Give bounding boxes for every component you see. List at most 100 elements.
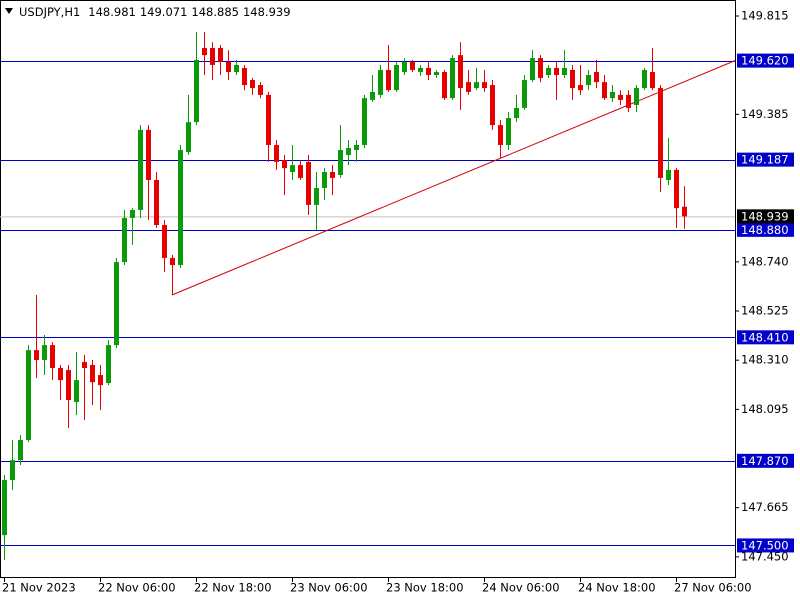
candle-body — [154, 179, 159, 226]
candle-body — [58, 367, 63, 381]
candle-body — [538, 58, 543, 78]
header-close: 148.939 — [243, 5, 291, 19]
candle-body — [178, 150, 183, 266]
candle-body — [210, 48, 215, 65]
header-low: 148.885 — [191, 5, 239, 19]
candle-body — [498, 125, 503, 145]
candle-body — [562, 67, 567, 76]
x-tick-label: 27 Nov 06:00 — [674, 581, 752, 595]
candle-body — [34, 350, 39, 360]
x-tick-label: 24 Nov 06:00 — [482, 581, 560, 595]
candle-body — [202, 48, 207, 56]
header-high: 149.071 — [140, 5, 188, 19]
candle-body — [586, 75, 591, 86]
candle-body — [314, 187, 319, 205]
candle-body — [514, 107, 519, 119]
candle-body — [426, 67, 431, 76]
x-tick-label: 22 Nov 06:00 — [98, 581, 176, 595]
header-open: 148.981 — [88, 5, 136, 19]
candle-body — [546, 67, 551, 76]
candle-body — [418, 67, 423, 73]
candle-body — [250, 80, 255, 89]
candle-body — [266, 94, 271, 145]
level-label: 147.500 — [741, 538, 789, 552]
level-label-box — [737, 53, 794, 68]
candle-body — [506, 118, 511, 145]
candle-body — [450, 58, 455, 99]
y-tick-label: 148.310 — [741, 353, 789, 367]
candle-body — [666, 169, 671, 180]
candle-body — [658, 88, 663, 178]
level-label: 149.187 — [741, 153, 789, 167]
candle-body — [138, 129, 143, 210]
level-label-box — [737, 222, 794, 237]
candle-body — [346, 147, 351, 156]
level-label: 147.870 — [741, 454, 789, 468]
candle-body — [66, 370, 71, 400]
x-tick-label: 21 Nov 2023 — [2, 581, 76, 595]
y-tick-label: 148.525 — [741, 304, 789, 318]
plot-frame — [0, 0, 736, 578]
candle-body — [90, 364, 95, 383]
candle-body — [458, 55, 463, 89]
candle-body — [634, 88, 639, 105]
candle-body — [610, 91, 615, 99]
candle-body — [362, 98, 367, 145]
x-tick-label: 22 Nov 18:00 — [194, 581, 272, 595]
candle-body — [242, 67, 247, 86]
candle-body — [122, 217, 127, 263]
candle-body — [146, 129, 151, 180]
candle-body — [162, 225, 167, 258]
candle-body — [114, 262, 119, 346]
candle-body — [554, 67, 559, 76]
candle-body — [618, 94, 623, 100]
level-label-box — [737, 152, 794, 167]
trendline — [171, 60, 736, 296]
candle-body — [74, 380, 79, 403]
candle-body — [466, 82, 471, 92]
x-tick-label: 23 Nov 18:00 — [386, 581, 464, 595]
candle-body — [322, 171, 327, 188]
candle-body — [338, 150, 343, 175]
candle-body — [378, 69, 383, 95]
candle-body — [10, 460, 15, 481]
level-label-box — [737, 330, 794, 345]
candle-body — [18, 440, 23, 461]
candle-body — [410, 61, 415, 70]
candle-body — [442, 72, 447, 99]
candle-body — [2, 480, 7, 536]
candle-body — [186, 122, 191, 153]
candle-body — [82, 362, 87, 368]
candle-body — [26, 350, 31, 441]
candle-body — [434, 72, 439, 76]
candle-body — [226, 61, 231, 73]
candle-body — [306, 161, 311, 205]
candle-body — [258, 85, 263, 95]
candle-body — [106, 345, 111, 384]
candle-body — [474, 82, 479, 89]
candle-body — [290, 165, 295, 172]
level-label: 148.410 — [741, 330, 789, 344]
y-tick-label: 147.665 — [741, 500, 789, 514]
candle-body — [330, 171, 335, 178]
y-tick-label: 147.450 — [741, 549, 789, 563]
chart-header: USDJPY,H1 148.981 149.071 148.885 148.939 — [19, 5, 291, 19]
candle-body — [370, 91, 375, 100]
symbol-arrow — [5, 8, 13, 14]
candle-body — [394, 64, 399, 91]
y-tick-label: 149.385 — [741, 107, 789, 121]
candle-body — [602, 82, 607, 99]
candle-body — [522, 80, 527, 108]
candle-body — [674, 169, 679, 209]
x-tick-label: 24 Nov 18:00 — [578, 581, 656, 595]
x-tick-label: 23 Nov 06:00 — [290, 581, 368, 595]
level-label: 148.880 — [741, 223, 789, 237]
candle-body — [650, 72, 655, 89]
candle-body — [98, 375, 103, 386]
candle-body — [50, 345, 55, 368]
candle-body — [626, 94, 631, 108]
candle-body — [578, 85, 583, 91]
candle-body — [354, 144, 359, 151]
candle-body — [130, 209, 135, 218]
